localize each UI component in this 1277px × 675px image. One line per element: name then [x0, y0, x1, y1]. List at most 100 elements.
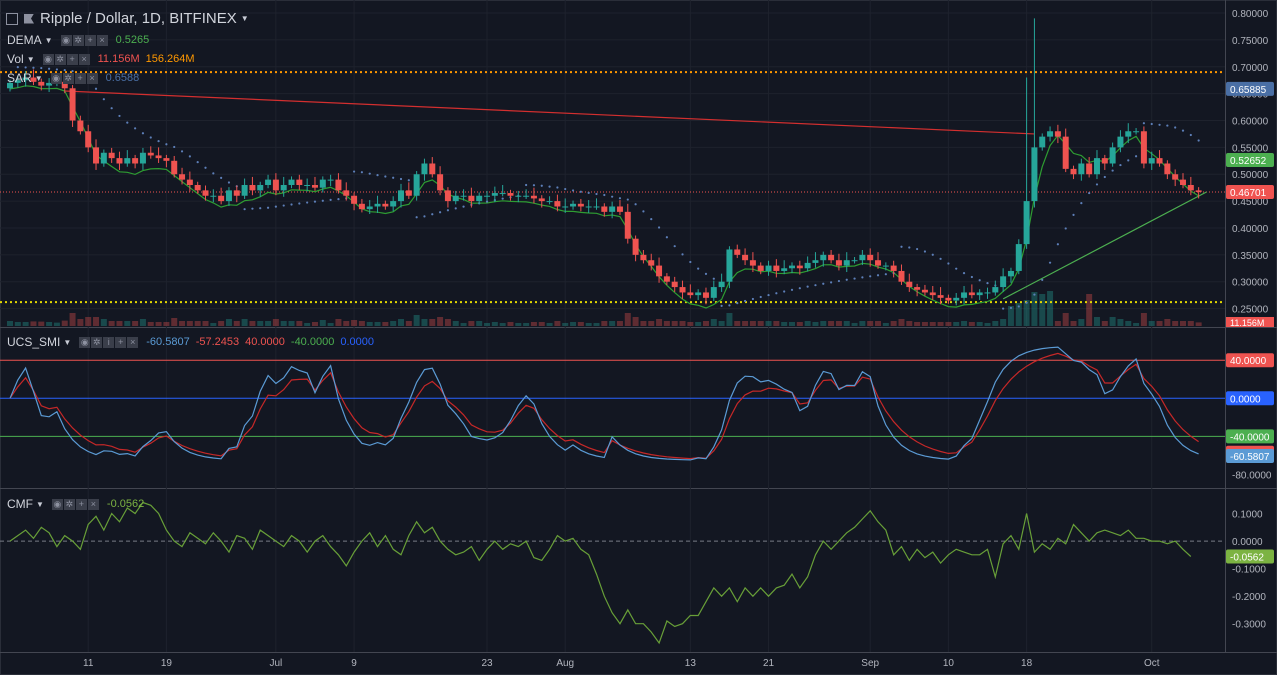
sar-dot — [861, 276, 864, 279]
volume-bar — [22, 322, 29, 326]
volume-bar — [351, 320, 358, 326]
eye-icon[interactable]: ◉ — [79, 336, 91, 348]
indicator-name[interactable]: UCS_SMI — [7, 335, 61, 349]
price-axis-tick-label: 0.40000 — [1232, 224, 1269, 235]
volume-bar — [906, 321, 913, 326]
gear-icon[interactable]: ✲ — [91, 336, 103, 348]
eye-icon[interactable]: ◉ — [51, 498, 63, 510]
sar-dot — [587, 191, 590, 195]
sar-dot — [352, 170, 356, 173]
smi-last-label: -60.5807 — [1230, 452, 1270, 463]
volume-bar — [280, 321, 287, 326]
eye-icon[interactable]: ◉ — [60, 34, 72, 46]
close-icon[interactable]: × — [96, 34, 108, 46]
volume-bar — [93, 317, 100, 326]
sar-dot — [916, 247, 919, 251]
candle-body — [1007, 270, 1014, 277]
eye-icon[interactable]: ◉ — [50, 72, 62, 84]
gear-icon[interactable]: ✲ — [63, 498, 75, 510]
candle-body — [484, 195, 491, 197]
gear-icon[interactable]: ✲ — [54, 53, 66, 65]
plus-icon[interactable]: + — [74, 72, 86, 84]
close-icon[interactable]: × — [86, 72, 98, 84]
volume-bar — [100, 319, 107, 326]
candle-body — [1078, 163, 1085, 175]
close-icon[interactable]: × — [127, 336, 139, 348]
close-icon[interactable]: × — [87, 498, 99, 510]
chevron-down-icon[interactable]: ▼ — [36, 499, 44, 509]
sar-dot — [798, 287, 801, 290]
candle-body — [1164, 163, 1171, 175]
plus-icon[interactable]: + — [115, 336, 127, 348]
candle-body — [851, 260, 858, 262]
volume-bar — [69, 313, 76, 326]
time-axis-tick-label: Aug — [556, 658, 574, 669]
time-axis-tick-label: 10 — [943, 658, 955, 669]
candle-body — [218, 195, 225, 202]
candle-body — [429, 163, 436, 175]
plus-icon[interactable]: + — [84, 34, 96, 46]
volume-bar — [444, 319, 451, 326]
candle-body — [523, 195, 530, 197]
volume-bar — [546, 323, 553, 326]
volume-bar — [828, 321, 835, 326]
sar-dot — [830, 281, 833, 284]
sar-dot — [384, 175, 387, 178]
sar-dot — [853, 277, 856, 280]
chevron-down-icon[interactable]: ▼ — [63, 337, 72, 347]
indicator-name[interactable]: DEMA — [7, 33, 42, 47]
smi-signal-line — [9, 352, 1199, 460]
volume-bar — [523, 323, 530, 326]
sar-dot — [204, 166, 207, 169]
flag-icon[interactable] — [24, 13, 34, 24]
sar-dot — [501, 197, 504, 200]
volume-bar — [421, 319, 428, 326]
candle-body — [921, 289, 928, 293]
volume-bar — [311, 322, 318, 326]
volume-bar — [304, 323, 311, 326]
volume-bar — [1070, 321, 1077, 326]
indicator-legend-vol: Vol ▼ ◉ ✲ + × 11.156M 156.264M — [7, 52, 201, 66]
indicator-value: -57.2453 — [195, 336, 240, 348]
symbol-title[interactable]: Ripple / Dollar, 1D, BITFINEX — [40, 10, 237, 27]
plus-icon[interactable]: + — [66, 53, 78, 65]
candle-body — [906, 281, 913, 288]
sar-dot — [259, 207, 262, 210]
sar-dot — [1181, 129, 1185, 132]
chevron-down-icon[interactable]: ▼ — [34, 73, 43, 83]
sar-dot — [415, 216, 418, 219]
minimize-icon[interactable] — [6, 12, 18, 25]
candle-body — [265, 179, 272, 185]
chevron-down-icon[interactable]: ▼ — [44, 35, 53, 45]
volume-bar — [632, 317, 639, 326]
chevron-down-icon[interactable]: ▼ — [26, 54, 35, 64]
indicator-name[interactable]: Vol — [7, 52, 24, 66]
sar-dot — [978, 279, 981, 282]
volume-bar — [1047, 291, 1054, 326]
gear-icon[interactable]: ✲ — [62, 72, 74, 84]
candle-body — [335, 179, 342, 191]
candle-body — [1101, 158, 1108, 164]
sar-dot — [657, 226, 661, 229]
cmf-axis-tick-label: -0.3000 — [1232, 620, 1266, 631]
sar-dot — [1111, 169, 1114, 172]
close-icon[interactable]: × — [78, 53, 90, 65]
candle-body — [804, 262, 811, 269]
indicator-name[interactable]: SAR — [7, 71, 32, 85]
chevron-down-icon[interactable]: ▼ — [240, 14, 249, 23]
time-axis-tick-label: 11 — [83, 658, 94, 669]
eye-icon[interactable]: ◉ — [42, 53, 54, 65]
volume-bar — [624, 313, 631, 326]
sar-dot — [329, 198, 332, 202]
volume-bar — [921, 322, 928, 326]
candle-body — [155, 155, 162, 159]
info-icon[interactable]: i — [103, 336, 115, 348]
volume-bar — [671, 321, 678, 326]
candle-body — [351, 195, 358, 204]
sar-dot — [595, 192, 598, 196]
indicator-name[interactable]: CMF — [7, 497, 33, 511]
gear-icon[interactable]: ✲ — [72, 34, 84, 46]
plus-icon[interactable]: + — [75, 498, 87, 510]
candle-body — [233, 190, 240, 196]
